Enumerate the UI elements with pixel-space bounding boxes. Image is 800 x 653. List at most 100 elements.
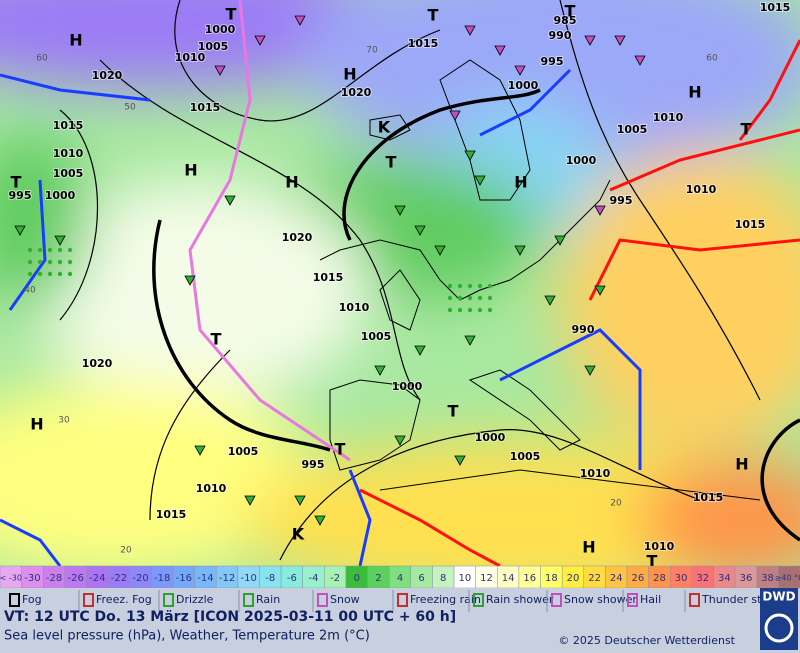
scale-label: 26: [631, 573, 644, 584]
weather-symbol: [544, 295, 556, 306]
copyright: © 2025 Deutscher Wetterdienst: [558, 634, 735, 647]
weather-symbol: [464, 335, 476, 346]
isobar-label: 1015: [53, 119, 84, 132]
legend-label: Fog: [22, 593, 42, 606]
pressure-system: T: [647, 552, 658, 571]
legend-icon: [689, 593, 700, 607]
weather-symbol: [634, 55, 646, 66]
isobar-label: 1020: [341, 86, 372, 99]
scale-label: -18: [154, 573, 170, 584]
legend-icon: [473, 593, 484, 607]
pressure-system: H: [343, 65, 356, 84]
isobar-label: 1005: [361, 330, 392, 343]
pressure-system: H: [688, 83, 701, 102]
scale-label: -28: [46, 573, 62, 584]
weather-symbol: [184, 275, 196, 286]
pressure-system: H: [69, 31, 82, 50]
legend-label: Rain shower: [486, 593, 554, 606]
weather-symbol: [494, 45, 506, 56]
rain-dot: [457, 295, 463, 301]
weather-symbol: [584, 365, 596, 376]
isotherm-label: 60: [36, 54, 48, 64]
scale-label: 0: [354, 573, 360, 584]
rain-dot: [37, 247, 43, 253]
isobar-label: 1010: [644, 540, 675, 553]
isobar-label: 1010: [196, 482, 227, 495]
isobar-label: 1005: [53, 167, 84, 180]
weather-symbol: [214, 65, 226, 76]
isotherm-label: 40: [24, 286, 36, 296]
pressure-system: T: [428, 6, 439, 25]
legend-icon: [551, 593, 562, 607]
isobar-label: 1010: [175, 51, 206, 64]
weather-symbol: [194, 445, 206, 456]
isobar-label: 1020: [282, 231, 313, 244]
scale-label: 10: [458, 573, 471, 584]
isobar-label: 1010: [339, 301, 370, 314]
scale-label: 18: [545, 573, 558, 584]
isobar-label: 1000: [508, 79, 539, 92]
rain-dot: [57, 247, 63, 253]
legend-icon: [83, 593, 94, 607]
isobar-label: 1000: [205, 23, 236, 36]
weather-symbol: [464, 25, 476, 36]
legend-label: Freez. Fog: [96, 593, 152, 606]
weather-symbol: [464, 150, 476, 161]
weather-symbol: [294, 15, 306, 26]
rain-dot: [57, 259, 63, 265]
weather-symbol: [224, 195, 236, 206]
weather-symbol: [314, 515, 326, 526]
weather-symbol: [434, 245, 446, 256]
scale-label: -30: [24, 573, 40, 584]
rain-dot: [457, 283, 463, 289]
pressure-system: T: [386, 153, 397, 172]
coastlines: [319, 59, 761, 501]
valid-time: VT: 12 UTC Do. 13 März [ICON 2025-03-11 …: [4, 609, 456, 625]
isobar-label: 1010: [686, 183, 717, 196]
scale-label: 28: [653, 573, 666, 584]
rain-dot: [27, 271, 33, 277]
isobar-label: 1010: [653, 111, 684, 124]
weather-symbol: [594, 205, 606, 216]
rain-dot: [447, 295, 453, 301]
legend-bg: [0, 588, 760, 614]
pressure-system: T: [565, 2, 576, 21]
legend-icon: [627, 593, 638, 607]
weather-symbol: [244, 495, 256, 506]
pressure-system: T: [11, 173, 22, 192]
weather-symbol: [449, 110, 461, 121]
weather-symbol: [294, 495, 306, 506]
footer-bg: [0, 614, 800, 653]
weather-symbol: [54, 235, 66, 246]
rain-dot: [467, 295, 473, 301]
rain-dot: [487, 295, 493, 301]
legend-label: Snow: [330, 593, 360, 606]
legend-label: Hail: [640, 593, 661, 606]
scale-label: 2: [375, 573, 381, 584]
rain-dot: [47, 259, 53, 265]
scale-label: -20: [132, 573, 148, 584]
pressure-system: H: [184, 161, 197, 180]
rain-dot: [27, 259, 33, 265]
pressure-system: T: [226, 5, 237, 24]
scale-label: 32: [696, 573, 709, 584]
scale-label: 6: [418, 573, 424, 584]
scale-label: 38: [761, 573, 774, 584]
weather-symbol: [14, 225, 26, 236]
scale-label: 12: [480, 573, 493, 584]
scale-label: -12: [219, 573, 235, 584]
scale-label: 22: [588, 573, 601, 584]
rain-dot: [457, 307, 463, 313]
weather-symbol: [454, 455, 466, 466]
isobar-label: 1020: [82, 357, 113, 370]
pressure-system: H: [30, 415, 43, 434]
isobar-label: 995: [541, 55, 564, 68]
scale-label: -6: [287, 573, 297, 584]
scale-label: 4: [397, 573, 403, 584]
rain-dot: [47, 271, 53, 277]
logo-text: DWD: [762, 590, 795, 604]
logo-mark: [764, 613, 794, 643]
rain-dot: [57, 271, 63, 277]
scale-label: ≥40 °C: [775, 574, 800, 583]
